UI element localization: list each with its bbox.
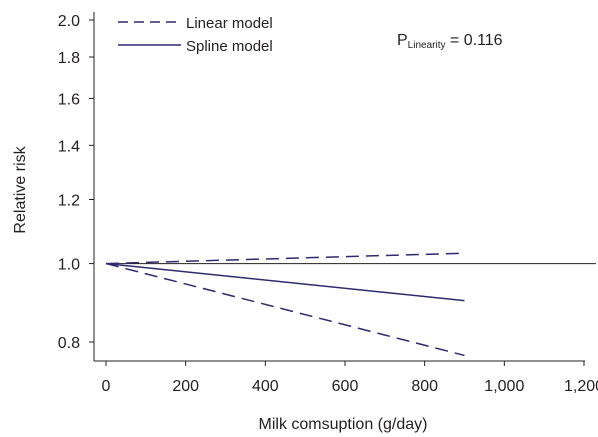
- x-axis-title: Milk comsuption (g/day): [259, 416, 428, 433]
- y-tick-label: 1.8: [58, 50, 80, 67]
- y-tick-label: 1.6: [58, 91, 80, 108]
- legend: Linear model Spline model: [118, 15, 273, 55]
- p-subscript: Linearity: [408, 40, 446, 51]
- x-tick-label: 800: [411, 378, 438, 395]
- legend-linear-label: Linear model: [186, 15, 273, 32]
- p-value: = 0.116: [445, 32, 502, 49]
- x-tick-label: 600: [332, 378, 359, 395]
- y-tick-label: 1.0: [58, 257, 80, 274]
- x-tick-label: 400: [252, 378, 279, 395]
- spline-model-line-2: [105, 262, 465, 302]
- y-tick-label: 1.4: [58, 138, 80, 155]
- x-tick-label: 1,000: [484, 378, 524, 395]
- y-tick-label: 0.8: [58, 335, 80, 352]
- tick-labels: 0 200 400 600 800 1,000 1,200 0.8 1.0 1.2 1.4 1.6 1.…: [58, 13, 598, 395]
- x-tick-label: 0: [102, 378, 111, 395]
- y-axis-title: Relative risk: [12, 145, 29, 233]
- linear-model-line-0: [105, 252, 465, 265]
- linear-model-line-1: [105, 262, 465, 357]
- y-tick-label: 1.2: [58, 193, 80, 210]
- y-tick-label: 2.0: [58, 13, 80, 30]
- legend-spline-label: Spline model: [186, 38, 273, 55]
- x-tick-label: 200: [172, 378, 199, 395]
- axes: [93, 12, 585, 362]
- tick-marks: [89, 19, 585, 366]
- p-linearity-annotation: PLinearity = 0.116: [397, 32, 503, 51]
- x-tick-label: 1,200: [564, 378, 598, 395]
- p-letter: P: [397, 32, 408, 49]
- series-lines: [105, 252, 596, 357]
